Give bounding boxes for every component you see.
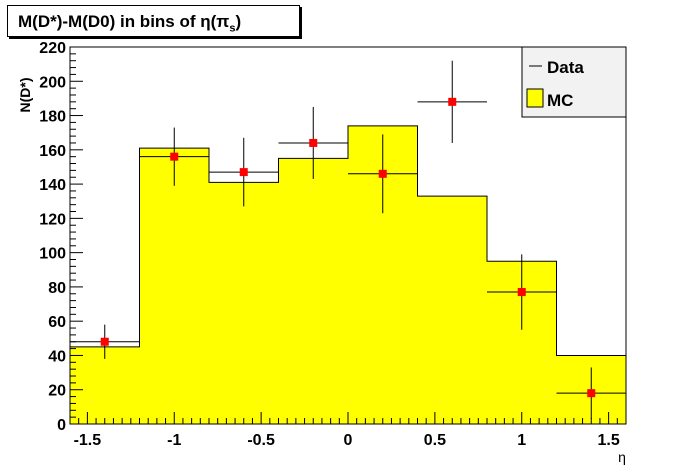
data-point xyxy=(309,138,318,147)
mc-bar xyxy=(417,196,487,424)
chart-title-box: M(D*)-M(D0) in bins of η(πs) xyxy=(7,5,300,37)
x-tick-label: 1.5 xyxy=(598,432,620,449)
legend-data-label: Data xyxy=(547,58,584,77)
mc-bar xyxy=(278,158,348,425)
legend: Data MC xyxy=(521,46,627,118)
data-point xyxy=(587,389,596,398)
data-point xyxy=(448,97,457,106)
x-axis-label: η xyxy=(618,449,626,465)
x-tick-label: 1 xyxy=(517,432,526,449)
legend-mc-swatch xyxy=(526,88,544,108)
y-tick-label: 80 xyxy=(48,280,66,297)
y-tick-label: 140 xyxy=(39,177,66,194)
y-tick-label: 60 xyxy=(48,314,66,331)
data-series xyxy=(70,60,626,419)
chart-title: M(D*)-M(D0) in bins of η(πs) xyxy=(18,12,241,34)
y-tick-label: 40 xyxy=(48,348,66,365)
chart-title-subscript: s xyxy=(229,22,236,35)
y-tick-label: 0 xyxy=(57,417,66,434)
y-tick-label: 100 xyxy=(39,246,66,263)
data-point xyxy=(378,169,387,178)
chart-title-close: ) xyxy=(235,12,242,31)
x-tick-label: 0 xyxy=(344,432,353,449)
y-tick-label: 200 xyxy=(39,74,66,91)
x-tick-label: -1 xyxy=(167,432,181,449)
data-point xyxy=(100,337,109,346)
x-tick-label: 0.5 xyxy=(424,432,446,449)
legend-mc-label: MC xyxy=(547,91,573,110)
y-axis-label: N(D*) xyxy=(17,78,33,113)
axis-labels: N(D*) η xyxy=(17,78,626,466)
data-point xyxy=(170,152,179,161)
y-tick-label: 160 xyxy=(39,143,66,160)
mc-bar xyxy=(209,182,279,424)
mc-bar xyxy=(139,148,209,424)
x-tick-label: -1.5 xyxy=(74,432,102,449)
y-tick-label: 20 xyxy=(48,383,66,400)
chart-title-main: M(D*)-M(D0) in bins of η(π xyxy=(18,12,230,31)
y-tick-label: 120 xyxy=(39,211,66,228)
mc-histogram xyxy=(69,125,627,425)
y-tick-label: 220 xyxy=(39,40,66,57)
x-tick-label: -0.5 xyxy=(247,432,275,449)
axes: 0 20 40 60 80 100 120 140 160 180 200 220 -1.5 -1 -0.5… xyxy=(39,40,627,449)
y-tick-label: 180 xyxy=(39,109,66,126)
data-point xyxy=(239,168,248,177)
mc-outline xyxy=(69,125,627,424)
data-point xyxy=(517,288,526,297)
mc-bar xyxy=(70,346,140,424)
